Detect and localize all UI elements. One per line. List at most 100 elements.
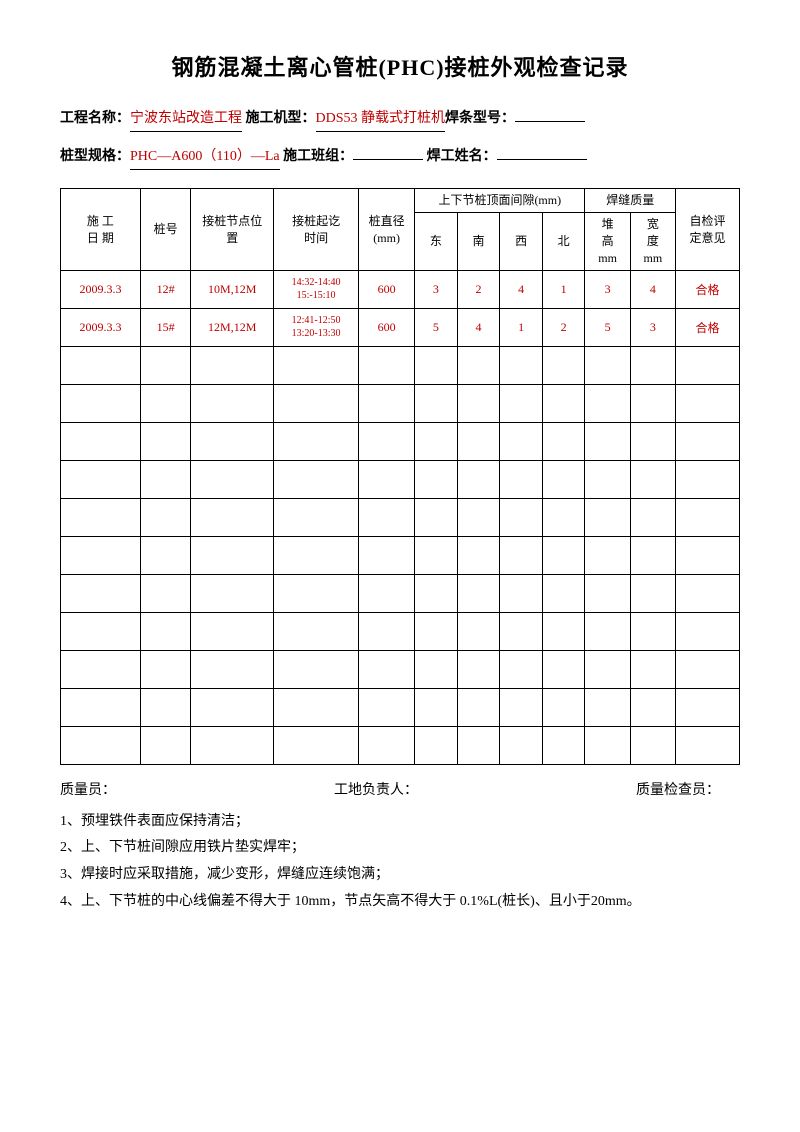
- empty-cell: [630, 650, 675, 688]
- table-row: [61, 574, 740, 612]
- empty-cell: [630, 346, 675, 384]
- empty-cell: [676, 536, 740, 574]
- empty-cell: [191, 650, 274, 688]
- machine-value: DDS53 静载式打桩机: [316, 106, 446, 132]
- empty-cell: [140, 536, 191, 574]
- empty-cell: [140, 612, 191, 650]
- empty-cell: [457, 650, 500, 688]
- empty-cell: [542, 498, 585, 536]
- empty-cell: [630, 536, 675, 574]
- empty-cell: [676, 498, 740, 536]
- empty-cell: [273, 536, 358, 574]
- empty-cell: [61, 536, 141, 574]
- empty-cell: [273, 460, 358, 498]
- empty-cell: [630, 384, 675, 422]
- table-row: [61, 498, 740, 536]
- note-2: 2、上、下节桩间隙应用铁片垫实焊牢；: [60, 835, 740, 862]
- table-row: 2009.3.3 15# 12M,12M 12:41-12:5013:20-13…: [61, 308, 740, 346]
- machine-label: 施工机型：: [242, 111, 316, 126]
- empty-cell: [140, 498, 191, 536]
- note-3: 3、焊接时应采取措施，减少变形，焊缝应连续饱满；: [60, 862, 740, 889]
- empty-cell: [415, 726, 458, 764]
- table-row: [61, 536, 740, 574]
- empty-cell: [415, 650, 458, 688]
- empty-cell: [140, 422, 191, 460]
- th-weld-width: 宽度mm: [630, 213, 675, 270]
- empty-cell: [500, 650, 543, 688]
- th-date: 施 工日 期: [61, 189, 141, 270]
- empty-cell: [676, 650, 740, 688]
- th-weld-group: 焊缝质量: [585, 189, 676, 213]
- cell-time: 14:32-14:4015:-15:10: [273, 270, 358, 308]
- empty-cell: [676, 612, 740, 650]
- cell-height: 3: [585, 270, 630, 308]
- table-row: [61, 688, 740, 726]
- cell-pile-no: 15#: [140, 308, 191, 346]
- empty-cell: [585, 726, 630, 764]
- empty-cell: [415, 422, 458, 460]
- empty-cell: [415, 384, 458, 422]
- empty-cell: [359, 574, 415, 612]
- empty-cell: [359, 422, 415, 460]
- empty-cell: [191, 346, 274, 384]
- empty-cell: [415, 498, 458, 536]
- empty-cell: [191, 536, 274, 574]
- table-row: 2009.3.3 12# 10M,12M 14:32-14:4015:-15:1…: [61, 270, 740, 308]
- empty-cell: [61, 346, 141, 384]
- empty-cell: [140, 346, 191, 384]
- empty-cell: [61, 384, 141, 422]
- empty-cell: [273, 726, 358, 764]
- empty-cell: [542, 574, 585, 612]
- empty-cell: [61, 650, 141, 688]
- welder-value: [497, 159, 587, 160]
- info-line-2: 桩型规格：PHC—A600（110）—La 施工班组： 焊工姓名：: [60, 144, 740, 170]
- empty-cell: [457, 612, 500, 650]
- th-south: 南: [457, 213, 500, 270]
- th-weld-height: 堆高mm: [585, 213, 630, 270]
- empty-cell: [676, 422, 740, 460]
- cell-date: 2009.3.3: [61, 308, 141, 346]
- cell-west: 1: [500, 308, 543, 346]
- empty-cell: [500, 498, 543, 536]
- empty-cell: [585, 346, 630, 384]
- empty-cell: [500, 688, 543, 726]
- empty-cell: [630, 726, 675, 764]
- empty-cell: [542, 726, 585, 764]
- empty-cell: [630, 688, 675, 726]
- team-value: [353, 159, 423, 160]
- empty-cell: [273, 612, 358, 650]
- empty-cell: [61, 688, 141, 726]
- th-position: 接桩节点位置: [191, 189, 274, 270]
- empty-cell: [415, 612, 458, 650]
- empty-cell: [191, 574, 274, 612]
- empty-cell: [359, 612, 415, 650]
- empty-cell: [585, 422, 630, 460]
- project-label: 工程名称：: [60, 111, 130, 126]
- empty-cell: [457, 460, 500, 498]
- empty-cell: [191, 612, 274, 650]
- empty-cell: [542, 688, 585, 726]
- empty-cell: [273, 346, 358, 384]
- team-label: 施工班组：: [280, 149, 354, 164]
- empty-cell: [191, 422, 274, 460]
- empty-cell: [191, 384, 274, 422]
- empty-cell: [500, 574, 543, 612]
- empty-cell: [61, 498, 141, 536]
- notes-section: 1、预埋铁件表面应保持清洁； 2、上、下节桩间隙应用铁片垫实焊牢； 3、焊接时应…: [60, 809, 740, 915]
- signature-inspector: 质量检查员：: [636, 779, 720, 799]
- cell-north: 2: [542, 308, 585, 346]
- empty-cell: [140, 726, 191, 764]
- cell-pile-no: 12#: [140, 270, 191, 308]
- rod-label: 焊条型号：: [445, 111, 515, 126]
- empty-cell: [273, 422, 358, 460]
- empty-cell: [191, 688, 274, 726]
- signature-quality: 质量员：: [60, 779, 116, 799]
- empty-cell: [500, 536, 543, 574]
- empty-cell: [273, 650, 358, 688]
- empty-cell: [191, 498, 274, 536]
- cell-diameter: 600: [359, 308, 415, 346]
- welder-label: 焊工姓名：: [423, 149, 497, 164]
- empty-cell: [676, 726, 740, 764]
- cell-opinion: 合格: [676, 270, 740, 308]
- th-gap-group: 上下节桩顶面间隙(mm): [415, 189, 585, 213]
